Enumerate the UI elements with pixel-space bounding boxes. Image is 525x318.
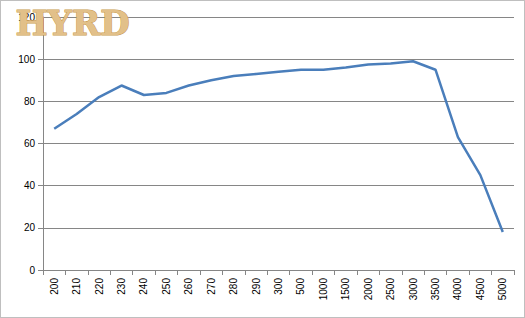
svg-text:270: 270 xyxy=(206,278,217,295)
svg-text:300: 300 xyxy=(273,278,284,295)
svg-text:60: 60 xyxy=(24,138,36,149)
svg-text:220: 220 xyxy=(94,278,105,295)
svg-text:5000: 5000 xyxy=(497,278,508,301)
svg-text:40: 40 xyxy=(24,180,36,191)
svg-text:3000: 3000 xyxy=(408,278,419,301)
svg-text:200: 200 xyxy=(49,278,60,295)
svg-text:260: 260 xyxy=(183,278,194,295)
svg-text:20: 20 xyxy=(24,222,36,233)
svg-text:230: 230 xyxy=(116,278,127,295)
svg-text:3500: 3500 xyxy=(430,278,441,301)
svg-text:280: 280 xyxy=(228,278,239,295)
svg-text:4000: 4000 xyxy=(452,278,463,301)
svg-text:HYRD: HYRD xyxy=(16,3,130,43)
svg-text:0: 0 xyxy=(29,265,35,276)
svg-text:2500: 2500 xyxy=(385,278,396,301)
svg-text:250: 250 xyxy=(161,278,172,295)
svg-text:1000: 1000 xyxy=(318,278,329,301)
svg-text:80: 80 xyxy=(24,96,36,107)
svg-text:4500: 4500 xyxy=(475,278,486,301)
svg-text:240: 240 xyxy=(138,278,149,295)
svg-text:100: 100 xyxy=(18,54,35,65)
svg-text:2000: 2000 xyxy=(363,278,374,301)
svg-text:210: 210 xyxy=(71,278,82,295)
svg-text:500: 500 xyxy=(295,278,306,295)
svg-text:290: 290 xyxy=(251,278,262,295)
svg-text:1500: 1500 xyxy=(340,278,351,301)
